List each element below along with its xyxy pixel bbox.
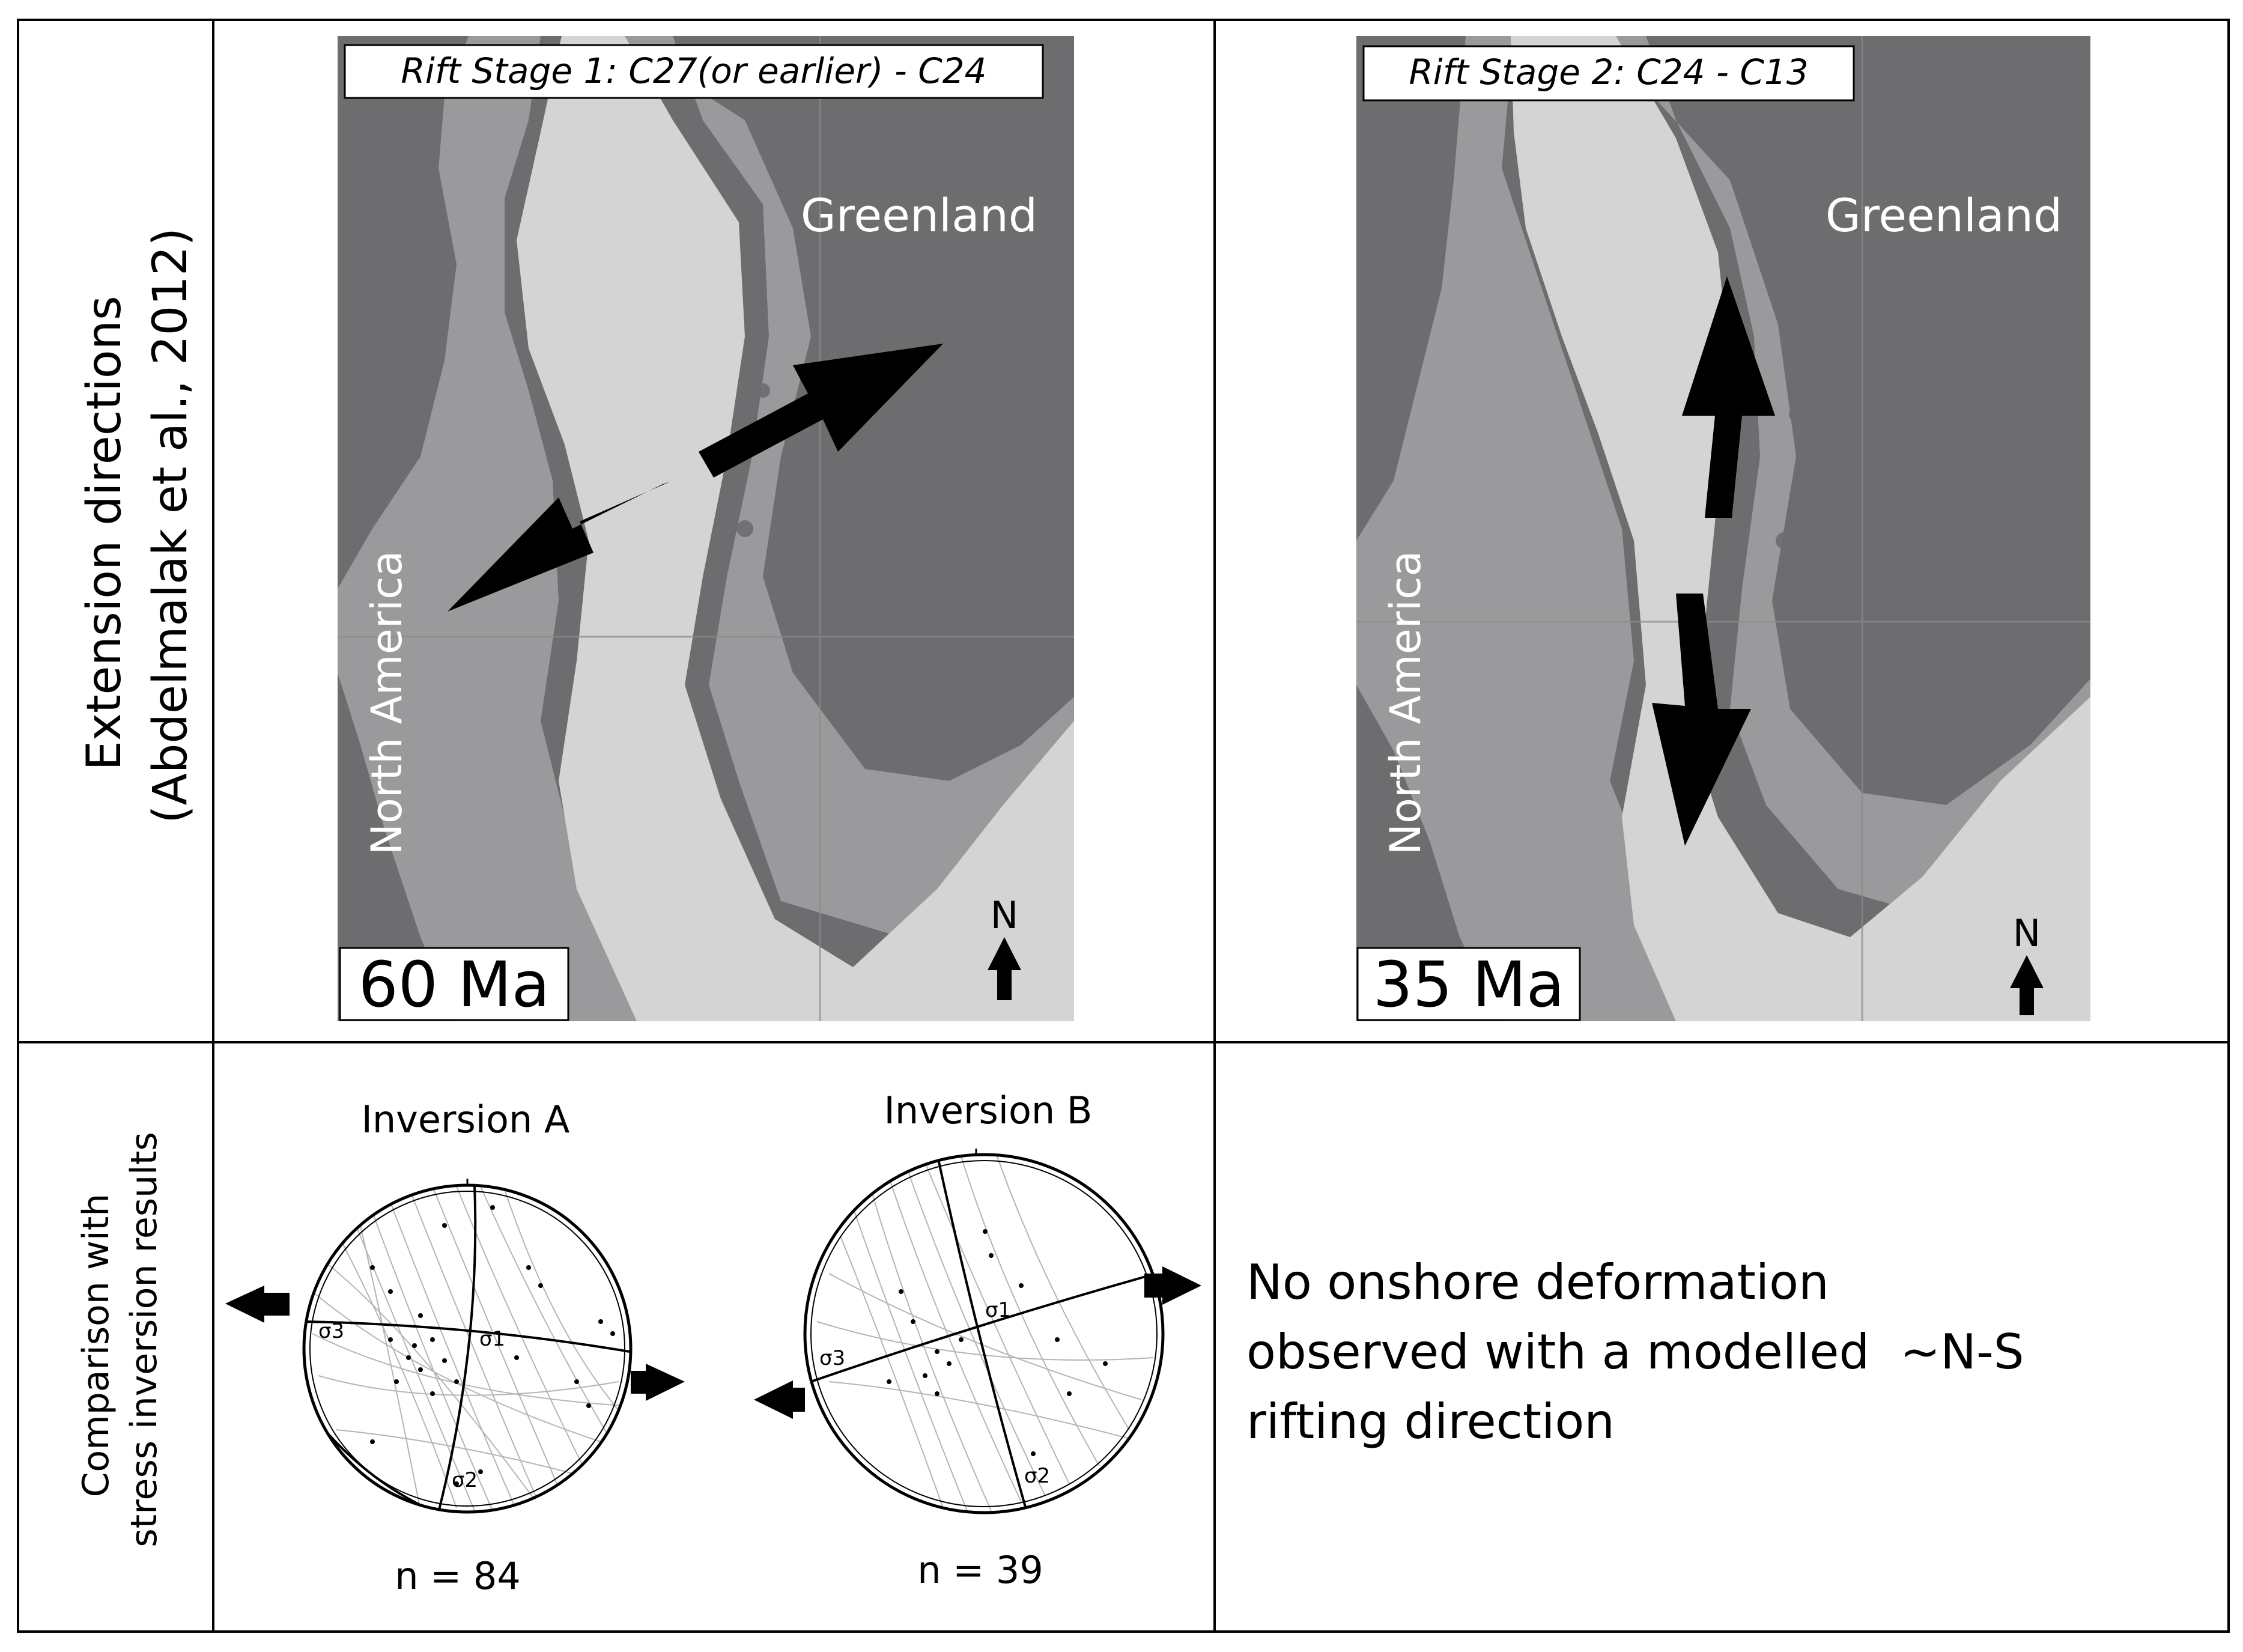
map2-arrow-south	[1652, 594, 1751, 846]
stereonet-b-great-circle-2	[810, 1272, 1157, 1383]
map2-title-box: Rift Stage 2: C24 - C13	[1362, 45, 1855, 102]
map1-america-label: North America	[362, 551, 411, 855]
map2-america-label: North America	[1381, 551, 1430, 855]
stereonet-b-poles	[887, 1229, 1108, 1456]
stereonet-a-great-circle-1	[437, 1185, 477, 1512]
inversion-a-n: n = 84	[395, 1554, 521, 1598]
svg-text:σ1: σ1	[479, 1327, 505, 1351]
stereonet-a: σ3 σ1 σ2	[302, 1179, 633, 1514]
svg-text:N: N	[991, 893, 1018, 937]
map1-grid-lines	[338, 36, 1074, 1021]
table-grid	[17, 19, 2230, 1633]
stereonet-a-poles	[370, 1205, 615, 1486]
svg-text:σ2: σ2	[452, 1468, 478, 1492]
inversion-b-arrow-west	[754, 1380, 805, 1419]
row1-label: Extension directions (Abdelmalak et al.,…	[77, 228, 198, 824]
svg-text:σ3: σ3	[318, 1319, 344, 1343]
map2-title: Rift Stage 2: C24 - C13	[1409, 52, 1808, 93]
onshore-note: No onshore deformation observed with a m…	[1246, 1254, 2024, 1450]
inversion-b-arrow-east	[1144, 1266, 1201, 1305]
svg-text:N: N	[2013, 911, 2041, 955]
map-60ma	[338, 36, 1074, 1021]
map2-arrow-north	[1682, 276, 1775, 518]
inversion-a-title: Inversion A	[362, 1098, 570, 1141]
svg-text:60 Ma: 60 Ma	[359, 948, 550, 1021]
inversion-b-title: Inversion B	[884, 1089, 1093, 1132]
map1-greenland-label: Greenland	[801, 189, 1037, 242]
stereonet-a-great-circle-2	[304, 1320, 630, 1353]
map1-north-arrow-icon: N	[988, 893, 1021, 1000]
map1-title: Rift Stage 1: C27(or earlier) - C24	[401, 50, 986, 91]
map1-arrow-southwest	[448, 482, 670, 612]
map1-arrow-northeast	[699, 344, 943, 478]
map2-greenland-label: Greenland	[1826, 189, 2062, 242]
map2-west-shelf	[1356, 36, 1706, 1021]
map1-west-shelf	[338, 36, 649, 1021]
row2-label: Comparison with stress inversion results	[75, 1132, 165, 1547]
map1-age-box: 60 Ma	[339, 947, 569, 1021]
svg-text:σ2: σ2	[1024, 1464, 1050, 1488]
map2-grid-lines	[1356, 36, 2090, 1021]
map-35ma	[1356, 36, 2090, 1021]
map2-coast-detail	[1380, 244, 1814, 549]
stereonet-b: σ3 σ1 σ2	[803, 1149, 1165, 1514]
svg-text:σ1: σ1	[985, 1298, 1011, 1322]
map1-east-shelf	[613, 36, 1074, 937]
map2-age-box: 35 Ma	[1356, 947, 1581, 1021]
svg-text:35 Ma: 35 Ma	[1373, 948, 1565, 1021]
map2-ocean	[1511, 36, 2090, 1021]
svg-text:σ3: σ3	[819, 1346, 845, 1370]
inversion-a-arrow-west	[225, 1286, 290, 1323]
map1-title-box: Rift Stage 1: C27(or earlier) - C24	[344, 44, 1044, 99]
map2-north-arrow-icon: N	[2010, 911, 2044, 1015]
map1-ocean	[517, 36, 1074, 1021]
inversion-b-n: n = 39	[917, 1548, 1043, 1592]
inversion-a-arrow-east	[631, 1364, 685, 1401]
stereonet-b-great-circle-1	[937, 1159, 1027, 1510]
